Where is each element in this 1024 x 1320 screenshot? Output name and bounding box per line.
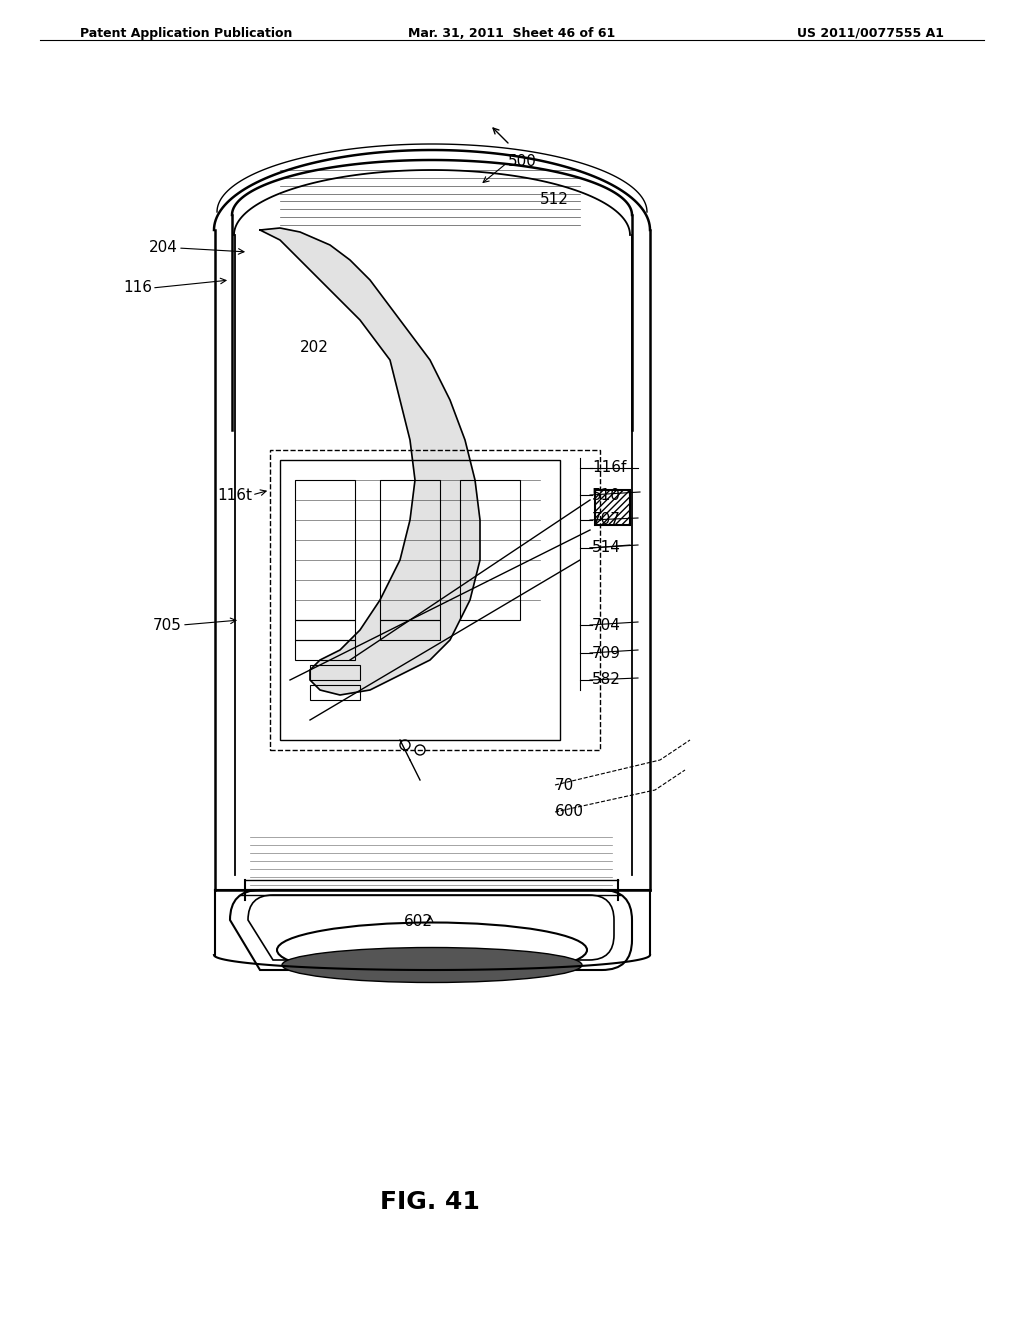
Bar (380, 480, 440, 620)
Text: 709: 709 (592, 645, 621, 660)
Text: FIG. 41: FIG. 41 (380, 1191, 480, 1214)
Text: 600: 600 (555, 804, 584, 820)
Bar (460, 480, 520, 620)
Ellipse shape (282, 948, 582, 982)
Text: 116t: 116t (217, 487, 252, 503)
Bar (310, 685, 360, 700)
Bar (595, 490, 630, 525)
Text: 202: 202 (300, 341, 329, 355)
Bar (380, 620, 440, 640)
Bar (295, 480, 355, 620)
Bar (280, 459, 560, 741)
Text: 116: 116 (123, 281, 152, 296)
Text: 500: 500 (508, 154, 537, 169)
Polygon shape (260, 228, 480, 696)
Bar (310, 665, 360, 680)
Text: Patent Application Publication: Patent Application Publication (80, 26, 293, 40)
Text: 514: 514 (592, 540, 621, 556)
Bar (270, 450, 600, 750)
Text: 510: 510 (592, 487, 621, 503)
Text: 602: 602 (403, 915, 432, 929)
Text: US 2011/0077555 A1: US 2011/0077555 A1 (797, 26, 944, 40)
Text: 705: 705 (154, 618, 182, 632)
Text: 707: 707 (592, 512, 621, 528)
Text: 704: 704 (592, 618, 621, 632)
Bar (295, 620, 355, 640)
Text: 70: 70 (555, 777, 574, 792)
Text: 116f: 116f (592, 461, 627, 475)
Bar (295, 640, 355, 660)
Text: 582: 582 (592, 672, 621, 688)
Text: 512: 512 (540, 193, 569, 207)
Text: Mar. 31, 2011  Sheet 46 of 61: Mar. 31, 2011 Sheet 46 of 61 (409, 26, 615, 40)
Text: 204: 204 (150, 240, 178, 256)
